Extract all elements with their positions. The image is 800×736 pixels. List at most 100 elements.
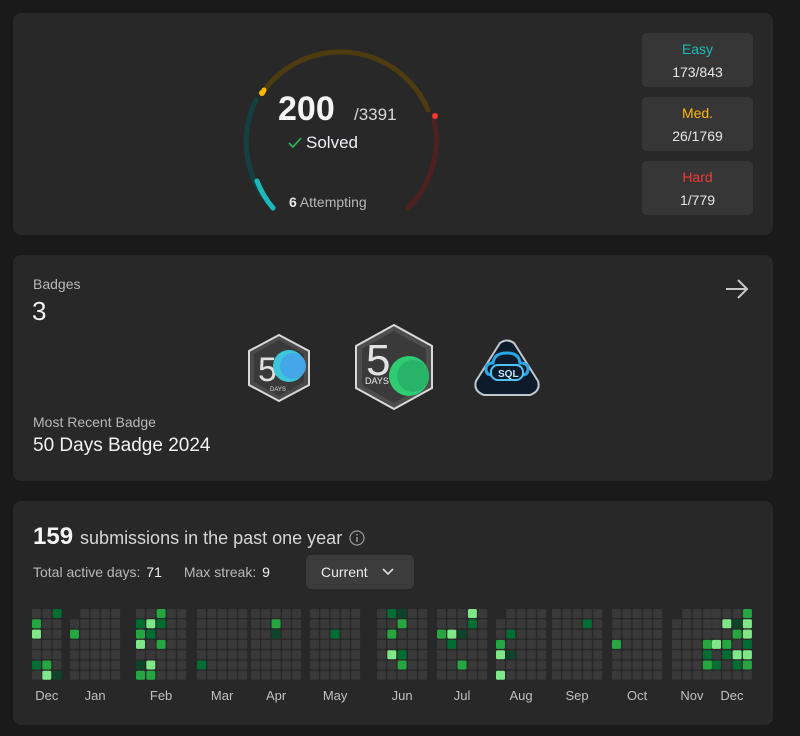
heatmap-cell[interactable] (732, 670, 742, 680)
heatmap-cell[interactable] (672, 639, 681, 649)
heatmap-cell[interactable] (100, 609, 110, 618)
heatmap-cell[interactable] (320, 609, 330, 618)
heatmap-cell[interactable] (80, 609, 90, 618)
heatmap-cell[interactable] (217, 629, 227, 639)
heatmap-cell[interactable] (732, 650, 742, 660)
heatmap-cell[interactable] (457, 629, 467, 639)
heatmap-cell[interactable] (562, 629, 572, 639)
heatmap-cell[interactable] (712, 660, 721, 670)
heatmap-cell[interactable] (197, 650, 206, 660)
heatmap-cell[interactable] (682, 639, 692, 649)
heatmap-cell[interactable] (632, 629, 642, 639)
heatmap-cell[interactable] (632, 619, 642, 629)
heatmap-cell[interactable] (320, 629, 330, 639)
heatmap-cell[interactable] (70, 660, 79, 670)
heatmap-cell[interactable] (340, 650, 350, 660)
heatmap-cell[interactable] (166, 619, 176, 629)
heatmap-cell[interactable] (692, 660, 702, 670)
heatmap-cell[interactable] (478, 609, 488, 618)
heatmap-cell[interactable] (166, 609, 176, 618)
heatmap-cell[interactable] (310, 619, 319, 629)
heatmap-cell[interactable] (672, 629, 681, 639)
heatmap-cell[interactable] (642, 670, 652, 680)
heatmap-cell[interactable] (593, 650, 603, 660)
heatmap-cell[interactable] (457, 660, 467, 670)
heatmap-cell[interactable] (197, 629, 206, 639)
heatmap-cell[interactable] (156, 639, 166, 649)
heatmap-cell[interactable] (197, 639, 206, 649)
heatmap-cell[interactable] (742, 670, 752, 680)
heatmap-cell[interactable] (478, 629, 488, 639)
heatmap-cell[interactable] (397, 609, 407, 618)
info-icon[interactable] (349, 530, 365, 546)
heatmap-cell[interactable] (732, 639, 742, 649)
heatmap-cell[interactable] (526, 619, 536, 629)
heatmap-cell[interactable] (111, 650, 121, 660)
heatmap-cell[interactable] (177, 609, 187, 618)
heatmap-cell[interactable] (271, 629, 281, 639)
heatmap-cell[interactable] (146, 629, 156, 639)
heatmap-cell[interactable] (562, 670, 572, 680)
heatmap-cell[interactable] (238, 609, 248, 618)
heatmap-cell[interactable] (516, 670, 526, 680)
heatmap-cell[interactable] (447, 660, 457, 670)
heatmap-cell[interactable] (593, 629, 603, 639)
heatmap-cell[interactable] (506, 660, 516, 670)
heatmap-cell[interactable] (281, 660, 291, 670)
heatmap-cell[interactable] (496, 629, 505, 639)
heatmap-cell[interactable] (552, 660, 561, 670)
heatmap-cell[interactable] (397, 660, 407, 670)
heatmap-cell[interactable] (281, 629, 291, 639)
heatmap-cell[interactable] (593, 639, 603, 649)
heatmap-cell[interactable] (227, 670, 237, 680)
heatmap-cell[interactable] (418, 660, 428, 670)
heatmap-cell[interactable] (478, 639, 488, 649)
heatmap-cell[interactable] (692, 609, 702, 618)
heatmap-cell[interactable] (537, 609, 547, 618)
heatmap-cell[interactable] (526, 660, 536, 670)
heatmap-cell[interactable] (251, 670, 260, 680)
heatmap-cell[interactable] (177, 660, 187, 670)
heatmap-cell[interactable] (166, 660, 176, 670)
heatmap-cell[interactable] (197, 660, 206, 670)
heatmap-cell[interactable] (146, 660, 156, 670)
heatmap-cell[interactable] (682, 650, 692, 660)
heatmap-cell[interactable] (292, 629, 302, 639)
heatmap-cell[interactable] (42, 629, 52, 639)
heatmap-cell[interactable] (478, 619, 488, 629)
heatmap-cell[interactable] (111, 619, 121, 629)
heatmap-cell[interactable] (516, 629, 526, 639)
heatmap-cell[interactable] (90, 660, 100, 670)
heatmap-cell[interactable] (281, 639, 291, 649)
heatmap-cell[interactable] (712, 629, 721, 639)
heatmap-cell[interactable] (310, 629, 319, 639)
heatmap-cell[interactable] (100, 619, 110, 629)
heatmap-cell[interactable] (447, 670, 457, 680)
heatmap-cell[interactable] (526, 609, 536, 618)
heatmap-cell[interactable] (281, 650, 291, 660)
heatmap-cell[interactable] (712, 639, 721, 649)
heatmap-cell[interactable] (632, 609, 642, 618)
heatmap-cell[interactable] (217, 670, 227, 680)
heatmap-cell[interactable] (330, 619, 340, 629)
heatmap-cell[interactable] (612, 629, 621, 639)
difficulty-hard[interactable]: Hard 1/779 (642, 161, 753, 215)
heatmap-cell[interactable] (330, 650, 340, 660)
heatmap-cell[interactable] (612, 639, 621, 649)
heatmap-cell[interactable] (692, 639, 702, 649)
heatmap-cell[interactable] (136, 619, 145, 629)
heatmap-cell[interactable] (156, 670, 166, 680)
heatmap-cell[interactable] (612, 609, 621, 618)
heatmap-cell[interactable] (261, 660, 271, 670)
heatmap-cell[interactable] (722, 670, 732, 680)
heatmap-cell[interactable] (80, 619, 90, 629)
heatmap-cell[interactable] (418, 650, 428, 660)
heatmap-cell[interactable] (397, 650, 407, 660)
heatmap-cell[interactable] (552, 650, 561, 660)
heatmap-cell[interactable] (251, 619, 260, 629)
heatmap-cell[interactable] (506, 639, 516, 649)
heatmap-cell[interactable] (653, 609, 663, 618)
heatmap-cell[interactable] (217, 660, 227, 670)
heatmap-cell[interactable] (207, 639, 217, 649)
heatmap-cell[interactable] (702, 639, 712, 649)
